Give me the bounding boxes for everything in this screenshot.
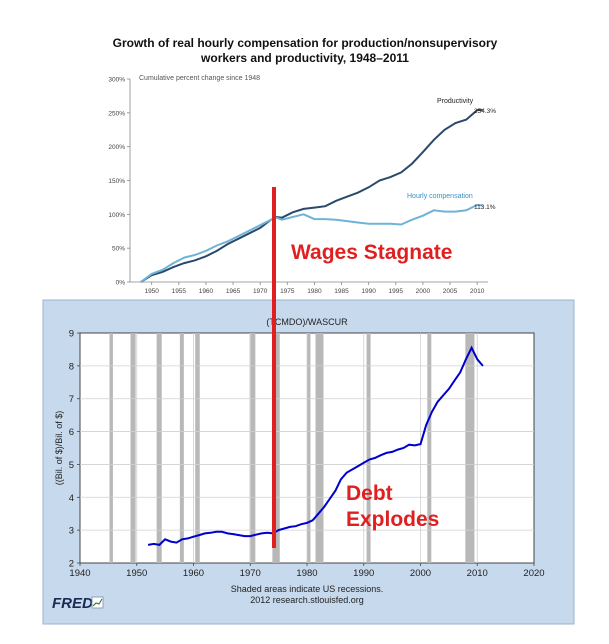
- recession-bar: [109, 333, 113, 563]
- recession-bar: [366, 333, 371, 563]
- top-chart-y-axis: 0% 50% 100% 150% 200% 250% 300%: [108, 77, 131, 287]
- recession-bar: [156, 333, 162, 563]
- recession-bar: [272, 333, 280, 563]
- top-chart-title-line2: workers and productivity, 1948–2011: [201, 51, 409, 65]
- fred-logo: FRED: [52, 595, 93, 612]
- fred-y-tick-label: 3: [69, 526, 74, 537]
- top-chart-ylabel: Cumulative percent change since 1948: [139, 75, 260, 82]
- productivity-line: [140, 108, 483, 283]
- fred-y-tick-label: 2: [69, 559, 74, 570]
- top-x-tick-label: 1965: [226, 288, 241, 295]
- fred-y-tick-label: 6: [69, 427, 74, 438]
- top-chart-title-line1: Growth of real hourly compensation for p…: [112, 36, 498, 50]
- fred-y-axis-label: ((Bil. of $)/Bil. of $): [54, 411, 64, 486]
- debt-explodes-annotation-line1: Debt: [346, 482, 393, 505]
- fred-x-tick-label: 1970: [240, 568, 261, 579]
- recession-bar: [427, 333, 432, 563]
- fred-x-tick-label: 2020: [523, 568, 544, 579]
- fred-chart-title: (TCMDO)/WASCUR: [266, 317, 348, 327]
- recession-bar: [130, 333, 136, 563]
- fred-gridlines: [80, 333, 534, 563]
- top-x-tick-label: 1985: [334, 288, 349, 295]
- compensation-end-label: 113.1%: [474, 204, 496, 211]
- fred-x-tick-label: 1950: [126, 568, 147, 579]
- fred-y-tick-label: 8: [69, 361, 74, 372]
- fred-recession-bars: [109, 333, 475, 563]
- top-y-tick-label: 150%: [108, 178, 125, 185]
- fred-x-axis: 1940 1950 1960 1970 1980 1990 2000 2010 2020: [69, 563, 545, 579]
- recession-bar: [315, 333, 324, 563]
- top-x-tick-label: 2010: [470, 288, 485, 295]
- fred-x-tick-label: 2010: [467, 568, 488, 579]
- top-x-tick-label: 1960: [199, 288, 214, 295]
- top-y-tick-label: 50%: [112, 246, 125, 253]
- productivity-label: Productivity: [437, 98, 474, 105]
- top-x-tick-label: 1990: [361, 288, 376, 295]
- recession-bar: [179, 333, 184, 563]
- wages-stagnate-annotation: Wages Stagnate: [291, 241, 452, 264]
- top-x-tick-label: 1975: [280, 288, 295, 295]
- top-x-tick-label: 1980: [307, 288, 322, 295]
- top-x-tick-label: 1950: [144, 288, 159, 295]
- top-y-tick-label: 250%: [108, 110, 125, 117]
- fred-footnote-recessions: Shaded areas indicate US recessions.: [231, 584, 384, 594]
- fred-y-tick-label: 7: [69, 394, 74, 405]
- fred-series-line: [147, 345, 484, 546]
- top-x-tick-label: 2000: [416, 288, 431, 295]
- recession-bar: [195, 333, 200, 563]
- top-y-tick-label: 0%: [116, 280, 126, 287]
- debt-explodes-annotation-line2: Explodes: [346, 508, 439, 531]
- top-chart: Cumulative percent change since 1948 0% 5…: [108, 75, 496, 295]
- fred-y-tick-label: 9: [69, 329, 74, 340]
- recession-bar: [465, 333, 475, 563]
- top-x-tick-label: 1955: [172, 288, 187, 295]
- fred-x-tick-label: 1940: [69, 568, 90, 579]
- recession-bar: [307, 333, 311, 563]
- top-y-tick-label: 100%: [108, 212, 125, 219]
- fred-x-tick-label: 2000: [410, 568, 431, 579]
- fred-y-tick-label: 4: [69, 493, 74, 504]
- compensation-label: Hourly compensation: [407, 193, 473, 200]
- fred-x-tick-label: 1990: [353, 568, 374, 579]
- top-x-tick-label: 1995: [389, 288, 404, 295]
- fred-logo-graph-icon: [91, 596, 104, 609]
- top-chart-x-axis: 1950 1955 1960 1965 1970 1975 1980 1985 1990 1995…: [130, 281, 488, 295]
- top-y-tick-label: 200%: [108, 144, 125, 151]
- fred-footnote-source: 2012 research.stlouisfed.org: [250, 595, 364, 605]
- debt-to-wages-line: [147, 345, 484, 546]
- fred-y-tick-label: 5: [69, 460, 74, 471]
- top-y-tick-label: 300%: [108, 77, 125, 84]
- compensation-line: [140, 203, 483, 283]
- top-chart-lines: [140, 108, 483, 283]
- top-chart-title: Growth of real hourly compensation for p…: [90, 36, 520, 66]
- fred-y-axis: 2 3 4 5 6 7 8 9: [69, 329, 80, 570]
- top-x-tick-label: 1970: [253, 288, 268, 295]
- top-x-tick-label: 2005: [443, 288, 458, 295]
- fred-x-tick-label: 1980: [296, 568, 317, 579]
- recession-bar: [249, 333, 256, 563]
- fred-x-tick-label: 1960: [183, 568, 204, 579]
- productivity-end-label: 254.3%: [474, 108, 496, 115]
